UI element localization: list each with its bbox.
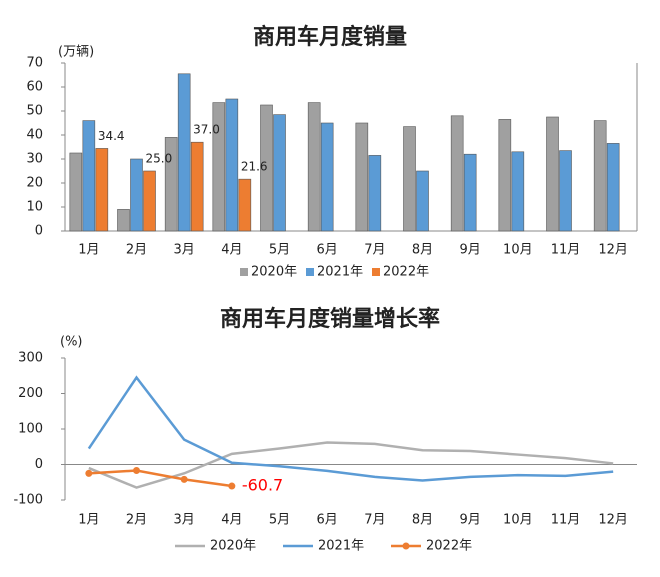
x-tick-label: 4月	[221, 513, 242, 528]
data-label: 25.0	[146, 152, 173, 166]
y-tick-label: 100	[18, 422, 43, 437]
bar	[212, 102, 226, 232]
y-tick-label: 20	[26, 176, 43, 191]
bar	[177, 73, 191, 232]
bar	[416, 170, 429, 232]
y-tick-label: 10	[26, 200, 43, 215]
bar	[130, 158, 143, 232]
bar	[225, 98, 239, 232]
x-tick-label: 7月	[364, 513, 385, 528]
y-axis-label: (万辆)	[58, 45, 94, 60]
x-tick-label: 10月	[503, 513, 533, 528]
bar	[511, 151, 525, 232]
bar	[82, 120, 96, 232]
x-tick-label: 1月	[78, 513, 99, 528]
y-tick-label: 300	[18, 351, 43, 366]
data-label: 21.6	[241, 160, 268, 174]
y-tick-label: 0	[35, 457, 43, 472]
bar	[238, 178, 252, 232]
y-tick-label: 30	[26, 152, 43, 167]
bar	[95, 148, 109, 232]
bar	[355, 122, 369, 232]
legend-label: 2021年	[317, 265, 363, 280]
y-tick-label: -100	[13, 493, 43, 508]
legend-label: 2022年	[426, 539, 472, 554]
bar	[260, 104, 273, 232]
bar	[368, 155, 382, 232]
bar	[117, 209, 130, 232]
data-label: 37.0	[193, 123, 220, 137]
x-tick-label: 5月	[269, 513, 290, 528]
x-tick-label: 10月	[503, 243, 533, 258]
x-tick-label: 6月	[317, 513, 338, 528]
x-tick-label: 9月	[460, 243, 481, 258]
x-tick-label: 11月	[551, 243, 581, 258]
bar	[403, 126, 416, 232]
marker	[180, 475, 188, 483]
x-tick-label: 3月	[174, 513, 195, 528]
y-tick-label: 70	[26, 56, 43, 71]
legend-label: 2022年	[383, 265, 429, 280]
x-tick-label: 4月	[221, 243, 242, 258]
y-tick-label: 60	[26, 80, 43, 95]
bar	[69, 152, 83, 232]
legend-swatch	[372, 268, 380, 276]
x-tick-label: 12月	[598, 513, 628, 528]
y-tick-label: 0	[35, 224, 43, 239]
legend-label: 2020年	[251, 265, 297, 280]
x-tick-label: 12月	[598, 243, 628, 258]
chart-title: 商用车月度销量增长率	[220, 306, 440, 332]
x-tick-label: 2月	[126, 243, 147, 258]
bar	[463, 153, 477, 232]
line	[88, 441, 614, 489]
bar	[190, 141, 204, 232]
legend-label: 2021年	[318, 539, 364, 554]
y-tick-label: 40	[26, 128, 43, 143]
y-axis-label: (%)	[60, 335, 83, 350]
bar	[273, 114, 286, 232]
bar	[593, 120, 607, 232]
bar	[143, 170, 156, 232]
line	[87, 375, 614, 482]
line	[88, 469, 233, 488]
data-label: -60.7	[242, 476, 283, 495]
data-label: 34.4	[98, 129, 125, 143]
legend-label: 2020年	[210, 539, 256, 554]
chart-title: 商用车月度销量	[253, 24, 407, 50]
x-tick-label: 7月	[364, 243, 385, 258]
marker	[228, 482, 236, 490]
x-tick-label: 9月	[460, 513, 481, 528]
x-tick-label: 1月	[78, 243, 99, 258]
legend-swatch	[240, 268, 248, 276]
bar	[320, 122, 334, 232]
bar	[559, 150, 572, 232]
x-tick-label: 6月	[317, 243, 338, 258]
bar	[546, 116, 559, 232]
bar	[498, 119, 512, 232]
bar	[450, 115, 464, 232]
x-tick-label: 8月	[412, 243, 433, 258]
x-tick-label: 2月	[126, 513, 147, 528]
bar	[164, 137, 178, 232]
x-tick-label: 11月	[551, 513, 581, 528]
legend-swatch	[306, 268, 314, 276]
x-tick-label: 8月	[412, 513, 433, 528]
marker	[133, 467, 140, 475]
x-tick-label: 5月	[269, 243, 290, 258]
bar	[606, 143, 620, 232]
marker	[85, 469, 93, 477]
bar	[307, 102, 321, 232]
x-tick-label: 3月	[174, 243, 195, 258]
y-tick-label: 50	[26, 104, 43, 119]
legend-marker	[402, 542, 410, 550]
y-tick-label: 200	[18, 386, 43, 401]
